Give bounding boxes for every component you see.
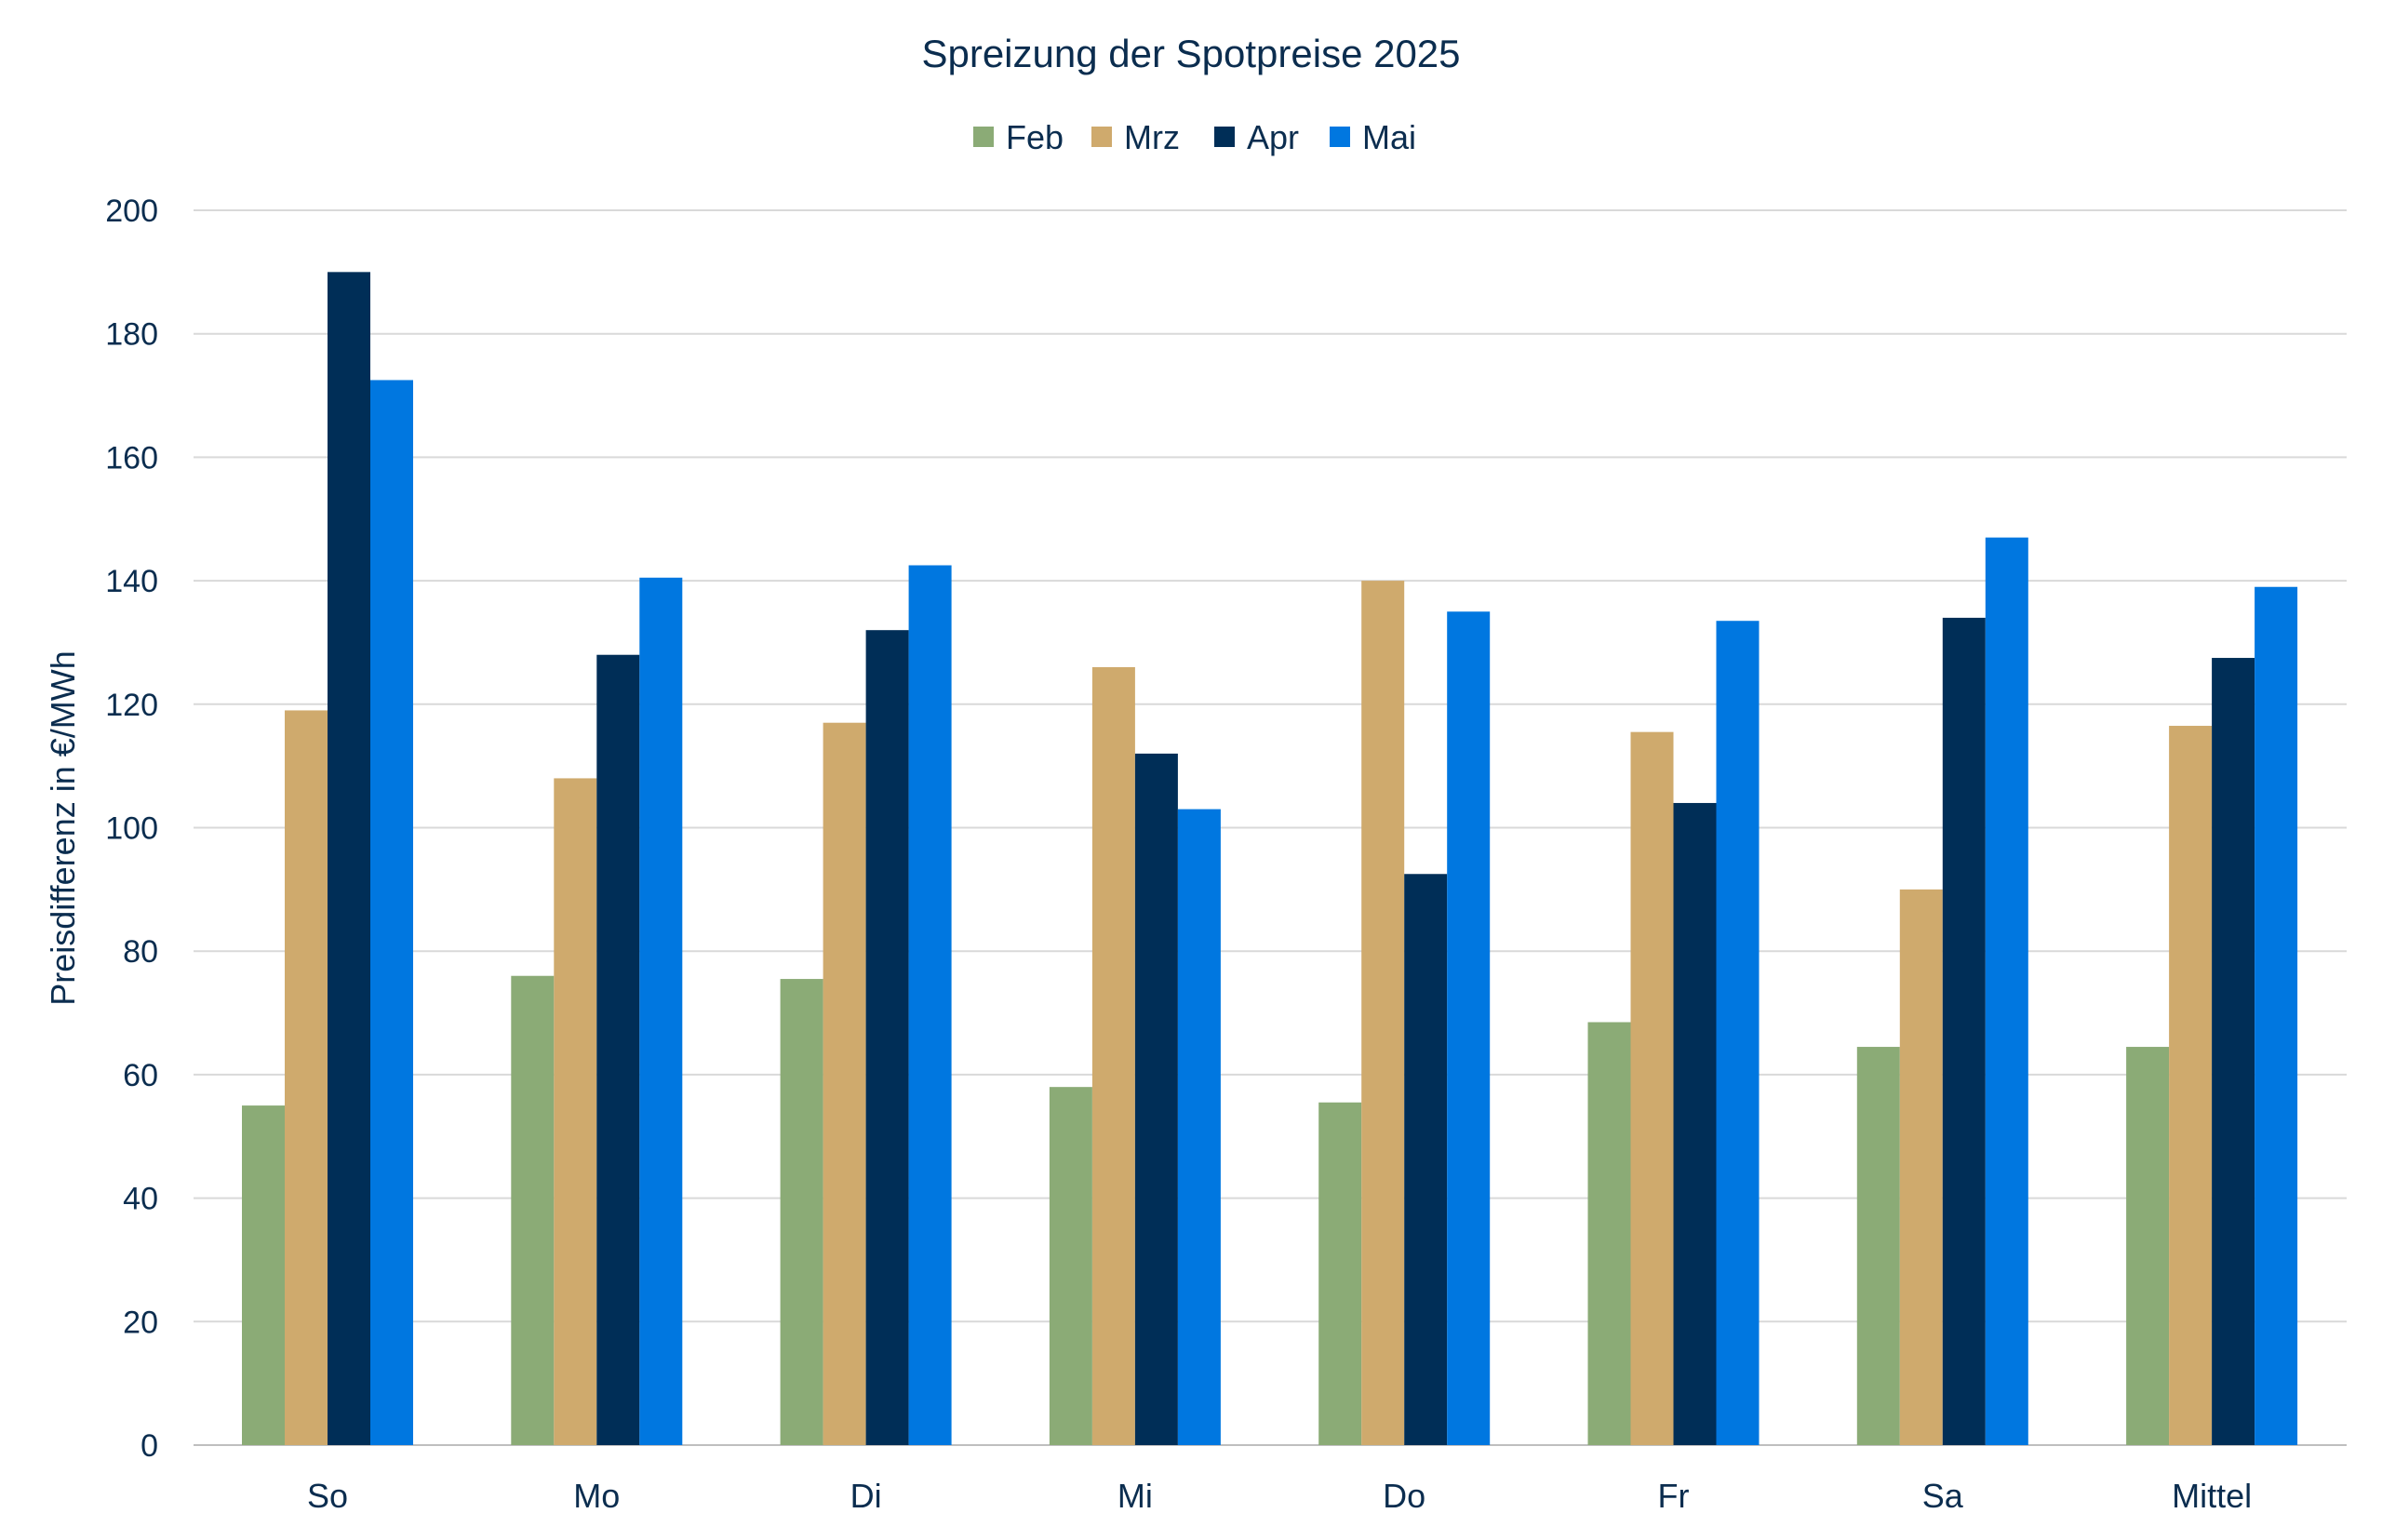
legend-label: Apr (1247, 118, 1299, 156)
bar-mrz-mo (554, 778, 597, 1445)
bar-apr-so (328, 272, 370, 1446)
x-category-label: Do (1383, 1477, 1425, 1515)
y-axis-ticks: 0 20 40 60 80 100 120 140 160 180 200 (105, 194, 158, 1464)
bar-feb-do (1318, 1102, 1362, 1445)
y-tick-label: 60 (123, 1058, 158, 1093)
bar-feb-mi (1049, 1087, 1092, 1445)
y-tick-label: 180 (105, 317, 158, 353)
bar-mai-fr (1716, 621, 1760, 1445)
bar-mrz-sa (1899, 889, 1943, 1445)
y-tick-label: 100 (105, 811, 158, 847)
bar-apr-mi (1134, 753, 1178, 1445)
bar-mrz-mi (1091, 666, 1135, 1445)
x-axis-categories: So Mo Di Mi Do Fr Sa Mittel (307, 1477, 2252, 1515)
y-tick-label: 120 (105, 688, 158, 723)
y-tick-label: 160 (105, 440, 158, 475)
bar-mrz-do (1361, 581, 1405, 1445)
bar-mai-mi (1177, 809, 1221, 1445)
bar-feb-mo (511, 975, 555, 1445)
bar-feb-sa (1856, 1047, 1900, 1445)
legend-label: Mai (1362, 118, 1416, 156)
y-tick-label: 40 (123, 1182, 158, 1217)
y-tick-label: 140 (105, 564, 158, 599)
chart-title: Spreizung der Spotpreise 2025 (921, 32, 1460, 75)
bar-mrz-fr (1630, 731, 1674, 1445)
legend-swatch-apr (1214, 127, 1235, 147)
bar-mai-di (908, 565, 952, 1445)
bar-mai-mittel (2255, 586, 2298, 1445)
bar-apr-sa (1942, 617, 1986, 1445)
legend-swatch-mai (1330, 127, 1350, 147)
y-tick-label: 20 (123, 1305, 158, 1340)
legend-label: Mrz (1124, 118, 1180, 156)
bar-mrz-mittel (2169, 726, 2213, 1445)
y-tick-label: 200 (105, 194, 158, 229)
bar-apr-mittel (2212, 658, 2255, 1445)
bar-mrz-so (285, 710, 328, 1445)
bar-mai-do (1447, 611, 1491, 1445)
x-category-label: Mi (1117, 1477, 1153, 1515)
bars (242, 272, 2298, 1446)
legend-swatch-mrz (1091, 127, 1112, 147)
bar-apr-di (865, 630, 909, 1445)
y-axis-label: Preisdifferenz in €/MWh (44, 650, 82, 1005)
bar-feb-so (242, 1105, 285, 1445)
legend: Feb Mrz Apr Mai (973, 118, 1416, 156)
bar-feb-fr (1587, 1022, 1631, 1445)
y-tick-label: 0 (141, 1428, 158, 1464)
bar-mai-sa (1985, 537, 2028, 1445)
bar-feb-mittel (2126, 1047, 2170, 1445)
bar-feb-di (780, 979, 823, 1445)
x-category-label: Di (850, 1477, 882, 1515)
bar-apr-mo (596, 654, 640, 1445)
bar-mai-so (370, 380, 413, 1445)
x-category-label: So (307, 1477, 348, 1515)
bar-mai-mo (639, 577, 683, 1445)
bar-apr-fr (1673, 802, 1717, 1445)
x-category-label: Mo (573, 1477, 620, 1515)
bar-apr-do (1404, 874, 1448, 1445)
x-category-label: Mittel (2172, 1477, 2252, 1515)
x-category-label: Fr (1658, 1477, 1690, 1515)
bar-mrz-di (823, 722, 866, 1445)
y-tick-label: 80 (123, 934, 158, 970)
x-category-label: Sa (1922, 1477, 1964, 1515)
legend-swatch-feb (973, 127, 994, 147)
legend-label: Feb (1006, 118, 1064, 156)
